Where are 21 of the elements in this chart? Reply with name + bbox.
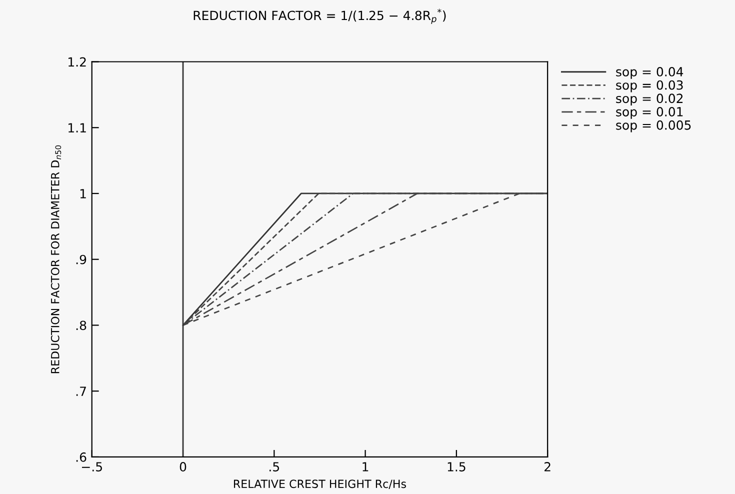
x-tick-label: .5 — [270, 462, 280, 472]
x-tick-label: 1.5 — [448, 462, 466, 472]
legend-label: sop = 0.005 — [616, 120, 691, 132]
y-tick-label: 1 — [80, 189, 86, 198]
x-tick-label: 0 — [180, 462, 186, 472]
y-tick-label: .8 — [76, 320, 86, 330]
x-tick-label: 1 — [362, 462, 368, 472]
y-axis-title: REDUCTION FACTOR FOR DIAMETER D$_{n50}$ — [50, 145, 62, 374]
x-axis-title: RELATIVE CREST HEIGHT Rc/Hs — [234, 480, 406, 489]
y-tick-label: .9 — [76, 254, 86, 264]
chart-title: REDUCTION FACTOR = 1/(1.25 − 4.8R$_{p}$$^{*}$) — [194, 8, 446, 24]
y-tick-label: 1.2 — [68, 57, 86, 66]
legend-label: sop = 0.01 — [616, 107, 683, 119]
x-tick-label: −.5 — [82, 462, 102, 472]
legend-label: sop = 0.04 — [616, 66, 684, 79]
y-tick-label: .6 — [76, 452, 86, 462]
legend-label: sop = 0.03 — [616, 80, 683, 92]
x-tick-label: 2 — [544, 462, 550, 472]
legend-label: sop = 0.02 — [616, 94, 683, 106]
y-tick-label: .7 — [76, 386, 86, 396]
y-tick-label: 1.1 — [68, 123, 86, 132]
